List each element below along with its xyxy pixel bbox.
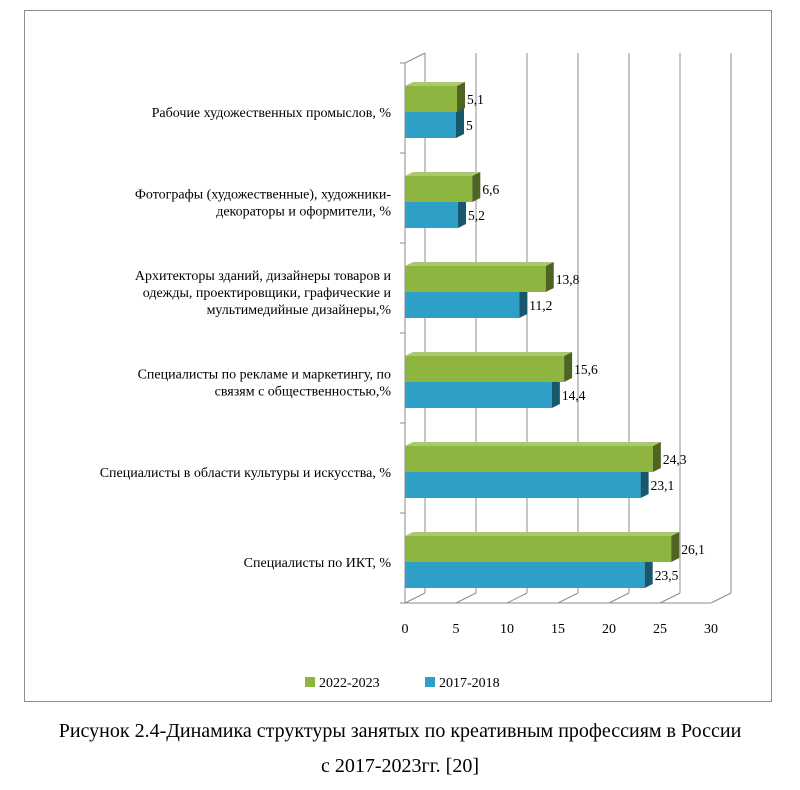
bar-top-face [405,532,680,536]
data-label: 23,1 [651,478,675,493]
floor-gridline [710,592,732,604]
floor-gridline [506,592,528,604]
bar [405,536,672,562]
bar-top-face [405,352,573,356]
bar-end-face [456,108,464,138]
legend-swatch [425,677,435,687]
bar [405,202,459,228]
bar-end-face [519,288,528,318]
bar [405,176,473,202]
data-label: 5,2 [468,208,485,223]
wall-top-edge [404,52,426,64]
bar-chart: 0 5 10 15 20 25 30 5 5,1 Рабочие художественных п… [100,52,732,691]
data-label: 26,1 [681,542,705,557]
category-label: Фотографы (художественные), художники-де… [135,188,391,220]
data-label: 11,2 [529,298,552,313]
x-tick-label: 5 [453,622,460,637]
legend-label: 2017-2018 [439,676,500,691]
bar-end-face [564,352,573,382]
bar-end-face [652,442,661,472]
category-label: Специалисты по рекламе и маркетингу, по с… [138,368,392,400]
category-label: Рабочие художественных промыслов, % [152,106,392,121]
x-tick-label: 15 [551,622,565,637]
legend-swatch [305,677,315,687]
data-label: 5 [466,118,473,133]
bar-end-face [457,82,466,112]
bar [405,356,565,382]
data-label: 6,6 [482,182,499,197]
caption-line-2: с 2017-2023гг. [20] [320,755,479,777]
bar [405,292,520,318]
bar-top-face [405,82,466,86]
category-label: Специалисты в области культуры и искусст… [100,466,392,481]
caption-line-1: Рисунок 2.4-Динамика структуры занятых п… [58,720,742,742]
figure-caption: Рисунок 2.4-Динамика структуры занятых п… [0,714,800,784]
bar-top-face [405,262,554,266]
x-tick-label: 30 [704,622,718,637]
bar-end-face [551,378,560,408]
bar [405,446,653,472]
bar [405,562,645,588]
bar-end-face [671,532,680,562]
floor-gridline [557,592,579,604]
data-label: 5,1 [467,92,484,107]
bar [405,472,641,498]
bar-end-face [472,172,481,202]
legend-label: 2022-2023 [319,676,380,691]
data-label: 13,8 [556,272,580,287]
floor-gridline [404,592,426,604]
bar [405,382,552,408]
floor-gridline [659,592,681,604]
bar-top-face [405,172,481,176]
bar-end-face [458,198,467,228]
bar-end-face [640,468,649,498]
category-label: Специалисты по ИКТ, % [244,556,392,571]
x-tick-label: 10 [500,622,514,637]
bar-end-face [644,558,653,588]
floor-gridline [608,592,630,604]
chart-frame: 0 5 10 15 20 25 30 5 5,1 Рабочие художественных п… [24,10,772,702]
bar [405,112,456,138]
bar [405,266,546,292]
data-label: 23,5 [655,568,679,583]
bar-end-face [545,262,554,292]
x-tick-label: 20 [602,622,616,637]
data-label: 14,4 [562,388,586,403]
bar-top-face [405,442,661,446]
x-tick-label: 25 [653,622,667,637]
x-tick-label: 0 [402,622,409,637]
data-label: 24,3 [663,452,687,467]
floor-gridline [455,592,477,604]
bar [405,86,458,112]
data-label: 15,6 [574,362,598,377]
